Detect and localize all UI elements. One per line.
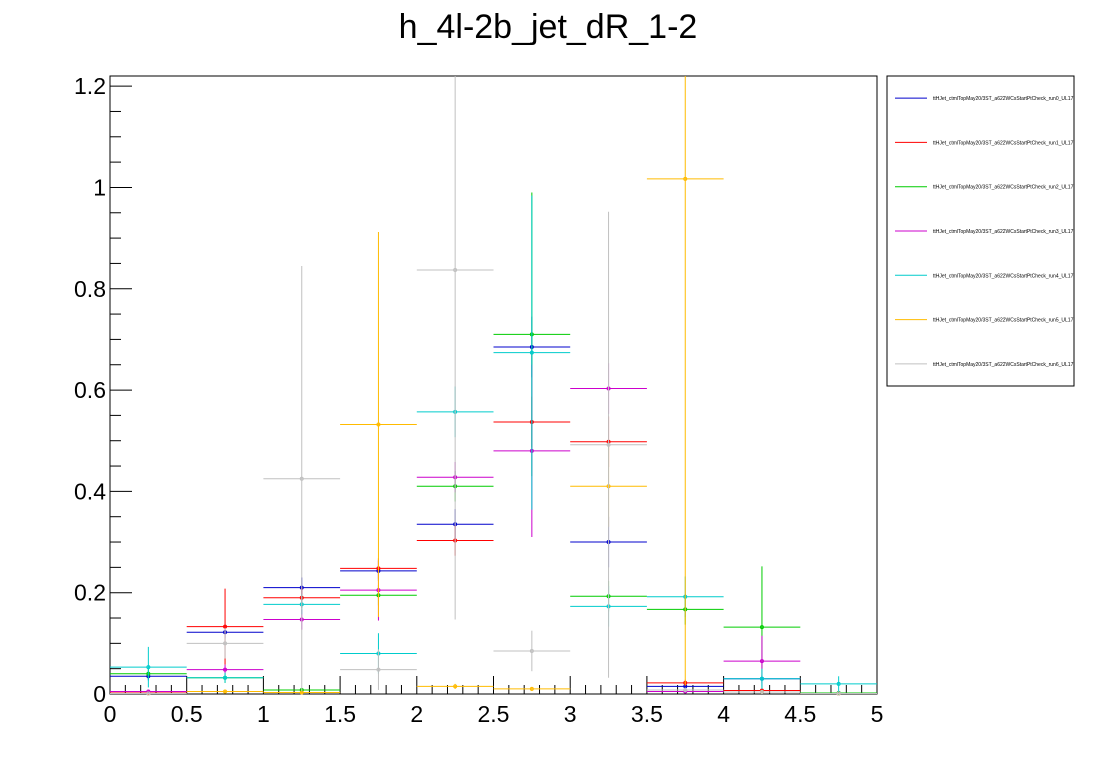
data-point [453,684,458,689]
x-tick-label: 0.5 [171,701,203,727]
legend-label: ttHJet_ctmlTopMay20/3ST_a622WCsStartPtCh… [933,362,1074,368]
y-tick-label: 0.6 [74,377,106,403]
data-point [759,689,764,694]
data-point [606,442,611,447]
y-tick-label: 0 [93,681,106,707]
x-tick-label: 1 [257,701,270,727]
data-point [299,476,304,481]
legend-label: ttHJet_ctmlTopMay20/3ST_a622WCsStartPtCh… [933,318,1074,324]
chart-title: h_4l-2b_jet_dR_1-2 [399,8,698,46]
data-point [529,350,534,355]
data-point [453,268,458,273]
data-point [146,691,151,696]
x-tick-label: 0 [104,701,117,727]
data-point [683,687,688,692]
data-point [759,625,764,630]
data-point [759,659,764,664]
data-point [146,665,151,670]
data-point [836,691,841,696]
x-tick-label: 3.5 [631,701,663,727]
y-tick-label: 1.2 [74,73,106,99]
legend-label: ttHJet_ctmlTopMay20/3ST_a622WCsStartPtCh… [933,229,1074,235]
series-6 [110,76,877,696]
y-tick-label: 1 [93,174,106,200]
y-tick-label: 0.2 [74,580,106,606]
plot-area: 0 0.2 0.4 0.6 0.8 1 1.2 0 0.5 1 1.5 2 2.5 3 3.5 4 4.5 5 [74,73,883,727]
legend-label: ttHJet_ctmlTopMay20/3ST_a622WCsStartPtCh… [933,185,1074,191]
x-tick-label: 4 [717,701,730,727]
legend: ttHJet_ctmlTopMay20/3ST_a622WCsStartPtCh… [886,75,1075,387]
x-tick-label: 1.5 [324,701,356,727]
data-point [146,689,151,694]
data-point [223,675,228,680]
legend-label: ttHJet_ctmlTopMay20/3ST_a622WCsStartPtCh… [933,96,1074,102]
data-point [836,681,841,686]
x-tick-label: 5 [871,701,884,727]
data-point [376,667,381,672]
data-point [529,686,534,691]
data-point [683,176,688,181]
data-point [223,667,228,672]
data-point [529,648,534,653]
data-point [759,676,764,681]
x-tick-label: 4.5 [784,701,816,727]
x-tick-label: 2 [410,701,423,727]
data-point [223,641,228,646]
legend-label: ttHJet_ctmlTopMay20/3ST_a622WCsStartPtCh… [933,273,1074,279]
data-point [223,624,228,629]
y-tick-label: 0.8 [74,276,106,302]
y-tick-label: 0.4 [74,478,106,504]
legend-label: ttHJet_ctmlTopMay20/3ST_a622WCsStartPtCh… [933,140,1074,146]
data-point [223,689,228,694]
x-tick-label: 3 [564,701,577,727]
data-point [376,422,381,427]
x-tick-label: 2.5 [478,701,510,727]
